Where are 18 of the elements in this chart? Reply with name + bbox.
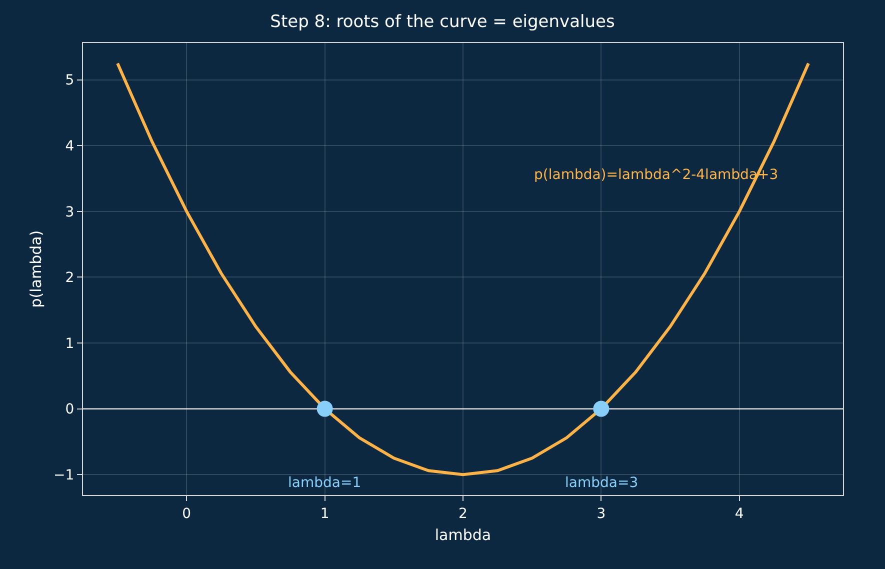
annotation: lambda=1 xyxy=(288,475,362,491)
x-tick-label: 4 xyxy=(734,506,744,522)
y-tick-label: 2 xyxy=(65,270,74,286)
y-tick-label: 3 xyxy=(65,204,74,220)
x-axis-title: lambda xyxy=(434,526,492,544)
x-tick-label: 3 xyxy=(596,506,606,522)
y-axis-title: p(lambda) xyxy=(26,230,45,308)
line-series xyxy=(116,62,810,476)
y-tick-label: −1 xyxy=(54,468,74,484)
y-tick-label: 0 xyxy=(65,402,74,418)
chart-title: Step 8: roots of the curve = eigenvalues xyxy=(270,12,615,32)
x-tick-label: 1 xyxy=(320,506,330,522)
y-tick-label: 4 xyxy=(65,138,74,155)
y-tick-label: 1 xyxy=(65,336,74,352)
annotation: lambda=3 xyxy=(565,475,638,491)
y-tick-label: 5 xyxy=(65,72,74,89)
x-tick-label: 2 xyxy=(458,506,468,522)
x-tick-label: 0 xyxy=(182,506,192,522)
